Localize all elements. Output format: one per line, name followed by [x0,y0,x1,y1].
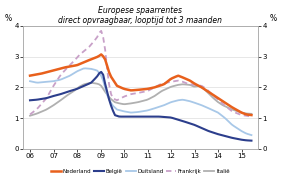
Text: %: % [4,14,11,23]
België [250,140,253,142]
België [34,99,38,101]
Nederland [101,55,105,57]
Nederland [236,109,239,112]
Line: België: België [30,72,251,141]
Duitsland [250,134,253,136]
Duitsland [214,110,217,113]
Frankrijk [99,30,103,32]
Italië [236,110,239,112]
Nederland [99,53,103,55]
Italië [36,112,40,114]
Duitsland [196,103,200,105]
Nederland [28,75,32,77]
Frankrijk [36,107,40,109]
Italië [214,99,217,101]
België [236,138,239,140]
Duitsland [28,80,32,82]
Italië [90,82,93,84]
Frankrijk [214,97,217,99]
Frankrijk [250,115,253,118]
Duitsland [236,127,239,130]
Frankrijk [196,84,200,86]
Legend: Nederland, België, Duitsland, Frankrijk, Italië: Nederland, België, Duitsland, Frankrijk,… [49,167,232,176]
België [36,98,40,101]
Frankrijk [34,109,38,111]
Italië [101,88,105,90]
Line: Italië: Italië [30,83,251,116]
Line: Duitsland: Duitsland [30,68,251,135]
België [196,125,200,127]
Frankrijk [28,113,32,115]
Italië [34,113,38,115]
Title: Europese spaarrentes
direct opvraagbaar, looptijd tot 3 maanden: Europese spaarrentes direct opvraagbaar,… [58,6,223,25]
Nederland [34,73,38,76]
Duitsland [34,81,38,84]
België [28,99,32,101]
Text: %: % [270,14,277,23]
Duitsland [84,67,87,69]
Italië [196,85,200,87]
België [99,71,103,73]
Frankrijk [236,112,239,115]
Nederland [196,84,200,87]
Line: Frankrijk: Frankrijk [30,31,251,117]
Nederland [250,114,253,116]
Nederland [214,96,217,98]
Nederland [36,73,40,75]
Duitsland [36,82,40,84]
België [214,132,217,135]
Line: Nederland: Nederland [30,54,251,115]
België [101,74,105,76]
Duitsland [101,80,105,82]
Italië [28,115,32,117]
Frankrijk [101,36,105,38]
Italië [250,113,253,115]
